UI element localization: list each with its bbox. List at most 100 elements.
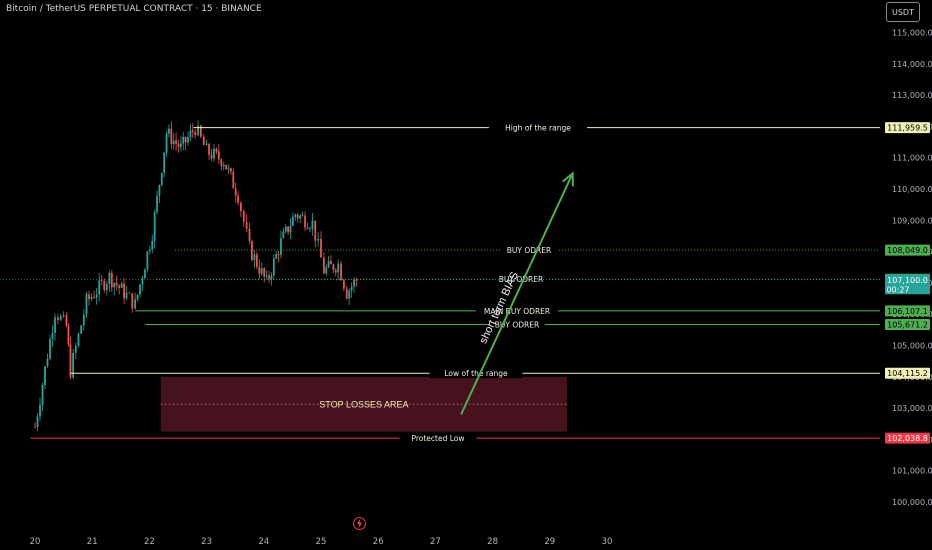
candle-body — [311, 220, 314, 229]
candle-body — [34, 426, 36, 428]
candle-body — [317, 238, 320, 241]
candle-body — [277, 253, 280, 255]
price-axis-badges: 111,959.5108,049.0107,117.7106,107.1105,… — [885, 122, 930, 444]
price-tick-label: 105,000.0 — [892, 342, 932, 351]
candle-body — [103, 280, 106, 290]
candle-body — [139, 284, 141, 295]
candle-body — [108, 272, 111, 285]
countdown-label: 00:27 — [886, 285, 909, 294]
candle-body — [222, 164, 225, 167]
candle-body — [242, 211, 245, 222]
candle-body — [77, 333, 80, 346]
candle-body — [170, 128, 173, 145]
candle-body — [332, 264, 335, 271]
candle-body — [304, 215, 306, 228]
time-tick-label: 28 — [487, 537, 498, 547]
candle-body — [202, 136, 205, 146]
candle-body — [268, 275, 270, 279]
candle-body — [136, 294, 139, 300]
lightning-icon[interactable] — [353, 517, 366, 530]
currency-button[interactable]: USDT — [886, 2, 920, 22]
price-badge-label: 105,671.2 — [887, 320, 928, 329]
candle-body — [88, 294, 90, 299]
candle-body — [220, 159, 223, 167]
candle-body — [350, 286, 353, 291]
price-tick-label: 100,000.0 — [892, 498, 932, 507]
candle-body — [189, 130, 192, 138]
time-tick-label: 20 — [30, 537, 41, 547]
candle-body — [197, 125, 199, 135]
candle-body — [46, 358, 49, 367]
level-label-bg — [399, 433, 477, 444]
candle-body — [85, 294, 88, 315]
candle-body — [314, 220, 317, 241]
candle-body — [215, 148, 218, 152]
candle-body — [163, 152, 166, 173]
level-label: High of the range — [505, 124, 571, 133]
candle-body — [289, 225, 292, 233]
candle-body — [306, 227, 309, 229]
candle-body — [165, 133, 168, 153]
price-badge — [885, 318, 930, 330]
time-tick-label: 26 — [373, 537, 384, 547]
candle-body — [177, 143, 180, 148]
candle-body — [175, 140, 177, 144]
price-badge-label: 106,107.1 — [887, 307, 928, 316]
candle-body — [255, 254, 258, 267]
stop-losses-area: STOP LOSSES AREA — [160, 376, 567, 432]
candle-body — [353, 280, 355, 287]
candle-body — [194, 132, 197, 135]
candle-body — [95, 294, 98, 298]
time-tick-label: 22 — [144, 537, 155, 547]
candle-body — [263, 268, 266, 277]
candle-body — [80, 325, 83, 334]
candle-body — [205, 143, 208, 146]
level-label-bg — [475, 305, 559, 316]
candle-body — [227, 168, 230, 170]
stop-losses-rect — [160, 376, 567, 432]
price-badge — [885, 244, 930, 256]
candle-body — [301, 215, 304, 217]
candle-body — [325, 267, 328, 274]
candle-body — [128, 292, 131, 294]
candle-body — [199, 125, 202, 137]
candlestick-series — [34, 120, 358, 432]
candle-body — [232, 171, 235, 189]
candle-body — [245, 221, 248, 229]
candle-body — [322, 257, 325, 274]
time-tick-label: 30 — [602, 537, 613, 547]
price-badge — [885, 432, 930, 444]
candle-body — [240, 202, 242, 212]
candle-body — [309, 228, 311, 230]
candle-body — [234, 188, 237, 196]
bias-arrow-head — [561, 171, 574, 187]
level-label: BUY ODRER — [499, 275, 543, 284]
price-badge — [885, 305, 930, 317]
candle-body — [90, 296, 93, 299]
level-label: MAIN BUY ODRER — [484, 307, 550, 316]
candle-body — [118, 285, 121, 288]
time-axis[interactable]: 20 21 22 23 24 25 26 27 28 29 30 — [30, 537, 613, 547]
level-label: BUY ODRER — [507, 246, 551, 255]
candle-body — [253, 254, 256, 261]
candle-body — [134, 299, 136, 309]
candle-body — [51, 332, 54, 340]
price-tick-label: 114,000.0 — [892, 60, 932, 69]
candle-body — [115, 282, 118, 286]
candle-body — [123, 283, 125, 299]
candle-body — [113, 282, 116, 288]
candle-body — [327, 260, 330, 268]
candle-body — [355, 280, 358, 281]
candle-body — [237, 195, 239, 203]
chart-symbol-title: Bitcoin / TetherUS PERPETUAL CONTRACT · … — [6, 4, 262, 14]
level-label-bg — [493, 274, 549, 285]
price-tick-label: 115,000.0 — [892, 29, 932, 38]
level-label-bg — [501, 245, 557, 256]
price-badge-label: 108,049.0 — [887, 246, 928, 255]
time-tick-label: 23 — [201, 537, 212, 547]
candle-body — [208, 143, 210, 155]
candle-body — [49, 339, 51, 359]
candle-body — [67, 325, 70, 345]
current-price-badge — [885, 274, 930, 295]
